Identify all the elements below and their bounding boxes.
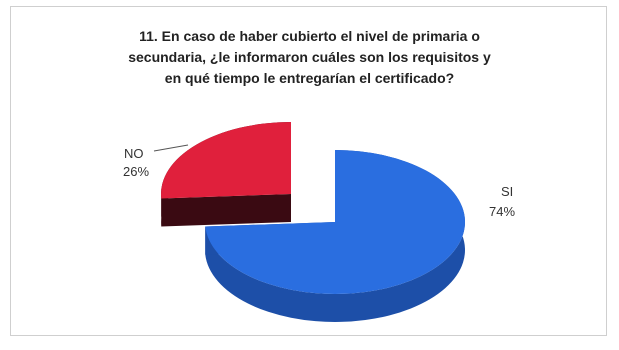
slice-value-no: 26% bbox=[123, 164, 149, 179]
chart-title-line-1: 11. En caso de haber cubierto el nivel d… bbox=[139, 28, 480, 44]
slice-label-si: SI bbox=[501, 184, 513, 199]
pie-tops bbox=[161, 122, 465, 294]
slice-label-no: NO bbox=[124, 146, 144, 161]
chart-title-line-3: en qué tiempo le entregarían el certific… bbox=[164, 70, 455, 86]
chart-title-line-2: secundaria, ¿le informaron cuáles son lo… bbox=[128, 49, 491, 65]
chart-title: 11. En caso de haber cubierto el nivel d… bbox=[0, 26, 619, 89]
slice-value-si: 74% bbox=[489, 204, 515, 219]
pie-slice-wall-no-0 bbox=[161, 194, 291, 227]
slice-leader-line-no bbox=[153, 144, 189, 152]
pie-slice-si bbox=[205, 150, 465, 294]
pie-slice-no bbox=[161, 122, 291, 199]
